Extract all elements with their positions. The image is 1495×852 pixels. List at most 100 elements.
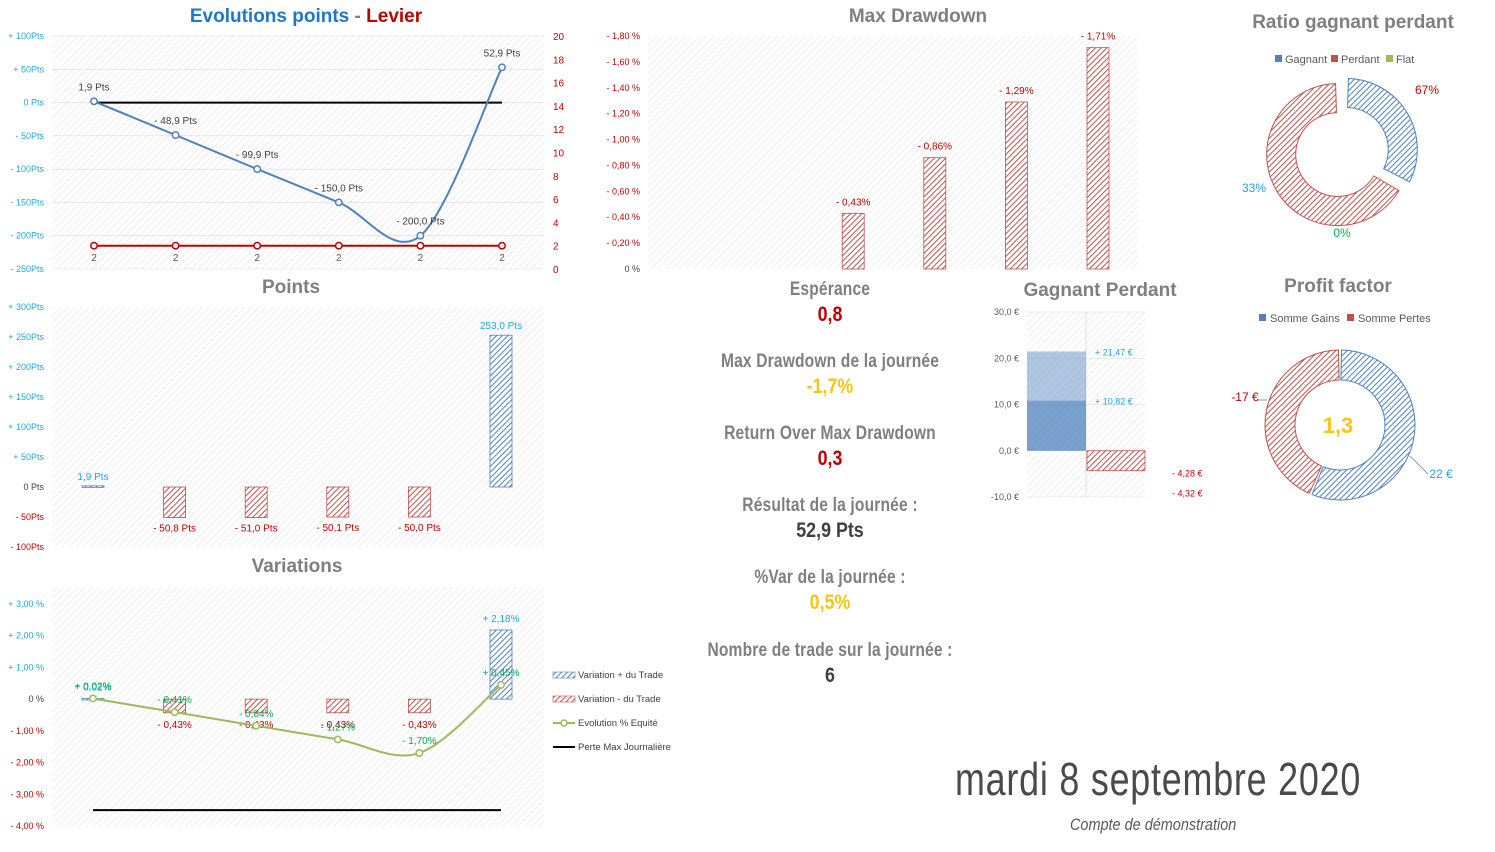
points-bar-label: - 50,1 Pts: [316, 523, 359, 534]
ratio-legend-swatch: [1386, 55, 1393, 62]
chart-points: Points + 300Pts + 250Pts + 200Pts + 150Pts +…: [8, 277, 544, 552]
ratio-slice: [1266, 83, 1400, 226]
gp-y-tick: 20,0 €: [994, 353, 1019, 363]
ratio-slice-label: 67%: [1415, 83, 1439, 97]
chart-points-title: Points: [262, 277, 320, 298]
drawdown-y-tick: - 1,80 %: [606, 31, 640, 41]
chart-ratio-title: Ratio gagnant perdant: [1252, 12, 1454, 33]
drawdown-y-tick: - 0,80 %: [606, 160, 640, 170]
variations-bar-label: + 2,18%: [483, 614, 520, 625]
variations-equity-marker: [89, 694, 97, 703]
kpi-var-day: %Var de la journée : 0,5%: [650, 567, 1010, 615]
points-y-tick: + 50Pts: [13, 452, 44, 462]
legend-swatch-variation-minus: [552, 695, 576, 703]
gp-y-tick: 0,0 €: [999, 446, 1019, 456]
profit-legend-label: Somme Gains: [1270, 313, 1340, 325]
report-date: mardi 8 septembre 2020: [955, 753, 1362, 805]
drawdown-y-tick: - 0,40 %: [606, 212, 640, 222]
drawdown-bar-label: - 1,71%: [1081, 32, 1116, 43]
drawdown-bar: [1005, 101, 1028, 270]
points-bar-label: - 50,0 Pts: [398, 523, 441, 534]
evolutions-x-tick: 2: [336, 253, 342, 264]
variations-bar-label: - 0,43%: [157, 720, 192, 731]
drawdown-y-tick: - 1,60 %: [606, 57, 640, 67]
drawdown-y-tick: - 0,20 %: [606, 238, 640, 248]
chart-max-drawdown-plot-area: [648, 36, 1138, 269]
evolutions-points-label: 1,9 Pts: [78, 82, 109, 93]
chart-points-plot-area: [52, 307, 544, 547]
drawdown-bar-label: - 0,43%: [836, 197, 871, 208]
ratio-slice-group: [1266, 83, 1400, 226]
ratio-legend-swatch: [1275, 55, 1282, 62]
variations-y-tick: - 3,00 %: [10, 789, 44, 799]
chart-variations-title: Variations: [252, 556, 343, 577]
chart-gagnant-perdant: Gagnant Perdant 30,0 € 20,0 € 10,0 € 0,0 € -…: [991, 280, 1203, 502]
evolutions-y2-tick: 14: [553, 102, 565, 113]
variations-equity-line: [92, 684, 502, 757]
variations-bar-positive: [489, 629, 513, 700]
evolutions-y2-tick: 6: [553, 195, 559, 206]
legend-label: Variation - du Trade: [578, 694, 661, 705]
legend-swatch-equity-marker: [560, 719, 568, 727]
ratio-slice-group: [1347, 77, 1418, 183]
points-bar: [407, 486, 431, 518]
kpi-max-drawdown-day: Max Drawdown de la journée -1,7%: [650, 351, 1010, 399]
variations-y-tick: - 1,00 %: [10, 726, 44, 736]
points-bar: [163, 486, 187, 518]
evolutions-x-tick: 2: [91, 253, 97, 264]
evolutions-points-label: - 99,9 Pts: [236, 150, 279, 161]
legend-label: Variation + du Trade: [578, 670, 663, 681]
drawdown-y-tick: - 0,60 %: [606, 186, 640, 196]
evolutions-x-tick: 2: [418, 253, 424, 264]
evolutions-points-label: - 200,0 Pts: [396, 217, 444, 228]
variations-equity-marker: [170, 708, 179, 717]
evolutions-y2-tick: 0: [553, 265, 559, 276]
evolutions-y-tick: + 100Pts: [8, 31, 44, 41]
variations-equity-marker: [497, 680, 505, 689]
variations-equity-marker: [252, 721, 261, 730]
kpi-nb-trade: Nombre de trade sur la journée : 6: [650, 640, 1010, 688]
gp-bar-label: - 4,28 €: [1172, 469, 1203, 479]
evolutions-levier-point: [498, 241, 506, 250]
points-bar-label: - 50,8 Pts: [153, 523, 196, 534]
variations-bar-negative: [407, 698, 431, 714]
points-y-tick: - 50Pts: [15, 512, 44, 522]
points-y-tick: + 250Pts: [8, 332, 44, 342]
variations-equity-label: - 0,84%: [239, 709, 274, 720]
variations-bar-negative: [244, 698, 268, 714]
evolutions-points-marker: [171, 131, 180, 140]
variations-equity-label: - 0,41%: [157, 695, 192, 706]
ratio-slice-label: 0%: [1333, 226, 1351, 240]
drawdown-y-tick: 0 %: [624, 264, 640, 274]
evolutions-x-tick: 2: [254, 253, 260, 264]
gp-bar-label: + 21,47 €: [1095, 347, 1133, 357]
chart-profit-factor-title: Profit factor: [1284, 276, 1392, 297]
evolutions-y2-tick: 20: [553, 32, 565, 43]
points-bar: [489, 334, 513, 488]
kpi-resultat-label: Résultat de la journée :: [742, 495, 918, 516]
ratio-legend-label: Perdant: [1341, 54, 1380, 66]
kpi-return-over-dd-label: Return Over Max Drawdown: [724, 423, 936, 444]
chart-variations: Variations + 3,00 % + 2,00 % + 1,00 % 0 % - …: [8, 556, 671, 831]
points-bar-label: 1,9 Pts: [77, 472, 108, 483]
drawdown-bar-label: - 0,86%: [918, 142, 953, 153]
chart-profit-factor: Profit factor Somme Gains Somme Pertes 22…: [1231, 276, 1453, 501]
variations-y-tick: 0 %: [28, 694, 44, 704]
kpi-return-over-dd: Return Over Max Drawdown 0,3: [650, 423, 1010, 471]
evolutions-y-tick: - 200Pts: [10, 231, 44, 241]
chart-evolutions-plot-area: [52, 36, 544, 269]
evolutions-y-tick: - 50Pts: [15, 131, 44, 141]
drawdown-y-tick: - 1,20 %: [606, 109, 640, 119]
variations-equity-label: + 0,02%: [75, 682, 112, 693]
variations-equity-marker: [333, 735, 342, 744]
variations-y-tick: + 3,00 %: [8, 599, 44, 609]
points-bar: [244, 486, 268, 519]
chart-max-drawdown: Max Drawdown - 1,80 % - 1,60 % - 1,40 % - 1…: [606, 6, 1138, 274]
ratio-legend-swatch: [1331, 55, 1338, 62]
ratio-legend-label: Gagnant: [1285, 54, 1327, 66]
legend-label: Perte Max Journalière: [578, 742, 671, 753]
drawdown-y-tick: - 1,40 %: [606, 83, 640, 93]
evolutions-y-tick: - 250Pts: [10, 264, 44, 274]
kpi-nb-trade-value: 6: [825, 664, 835, 687]
